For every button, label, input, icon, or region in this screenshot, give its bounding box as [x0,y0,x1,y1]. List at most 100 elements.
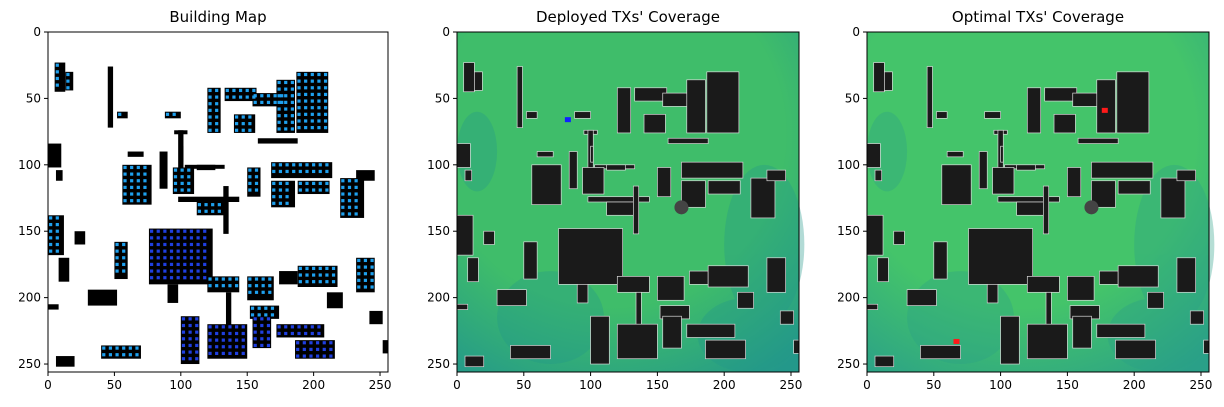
building [1176,169,1196,182]
building [101,345,141,359]
receiver-point [284,80,288,85]
receiver-point [187,175,191,179]
receiver-point [215,345,219,349]
receiver-point [354,179,358,183]
receiver-point [173,168,178,172]
receiver-point [228,345,232,349]
receiver-point [248,188,252,192]
receiver-point [208,345,212,349]
building [681,161,744,179]
receiver-point [318,169,322,174]
transmitters [953,107,1108,344]
receiver-point [248,115,252,119]
receiver-point [122,353,126,357]
receiver-point [115,242,119,247]
receiver-point [273,94,277,98]
receiver-point [298,273,302,277]
receiver-point [273,100,277,104]
chart-title: Deployed TXs' Coverage [535,8,721,26]
receiver-point [278,181,283,186]
receiver-point [196,276,200,280]
receiver-point [55,249,59,253]
receiver-point [310,86,314,90]
receiver-point [181,330,186,334]
y-tick-label: 50 [435,91,450,105]
receiver-point [304,126,308,130]
receiver-point [272,188,276,192]
receiver-point [354,205,358,209]
receiver-point [221,325,225,329]
receiver-point [169,242,174,247]
building [48,143,62,168]
receiver-point [302,347,306,352]
plot-frame [866,31,1210,373]
building [1189,310,1205,325]
building [874,355,895,368]
receiver-point [196,229,200,233]
receiver-point [254,277,259,281]
building [590,145,594,163]
receiver-point [208,351,212,356]
receiver-point [130,192,134,196]
receiver-point [347,192,352,196]
receiver-point [203,276,207,280]
building [464,169,473,182]
building [1176,257,1196,293]
receiver-point [238,95,243,99]
receiver-point [197,203,202,207]
receiver-point [169,262,174,267]
receiver-point [234,284,239,288]
receiver-point [228,284,232,288]
building [1072,315,1092,349]
receiver-point [215,277,219,281]
receiver-point [298,163,302,167]
building [893,230,905,245]
receiver-point [195,323,199,328]
receiver-point [173,188,178,192]
receiver-point [248,128,252,132]
receiver-point [272,201,276,205]
building [122,164,152,205]
building [276,79,296,133]
receiver-point [163,262,167,267]
building [1077,137,1119,144]
y-tick-label: 0 [33,25,41,39]
receiver-point [188,317,192,321]
y-tick-label: 150 [837,224,860,238]
y-tick-label: 100 [18,158,41,172]
receiver-point [260,330,264,334]
building [295,340,335,359]
receiver-point [176,236,180,240]
building [866,143,881,168]
building [1026,87,1042,134]
receiver-point [292,169,296,174]
receiver-point [188,330,192,334]
receiver-point [49,236,53,240]
x-tick-label: 150 [646,378,669,392]
receiver-point [102,353,106,357]
receiver-point [302,354,306,358]
receiver-point [310,331,314,336]
receiver-point [234,277,239,281]
receiver-point [149,269,154,273]
receiver-point [284,107,288,111]
receiver-point [277,120,281,124]
receiver-point [280,100,284,104]
receiver-point [285,181,289,186]
receiver-point [260,317,264,321]
building [1203,339,1210,354]
building [456,214,474,256]
building [1096,323,1146,338]
receiver-point [317,331,321,336]
building [941,164,972,206]
receiver-point [370,265,374,269]
building [58,257,70,282]
receiver-point [363,278,368,282]
receiver-point [189,262,194,267]
receiver-point [323,112,328,116]
receiver-point [290,107,294,111]
receiver-point [221,277,225,281]
building [456,143,471,168]
building [920,345,961,360]
